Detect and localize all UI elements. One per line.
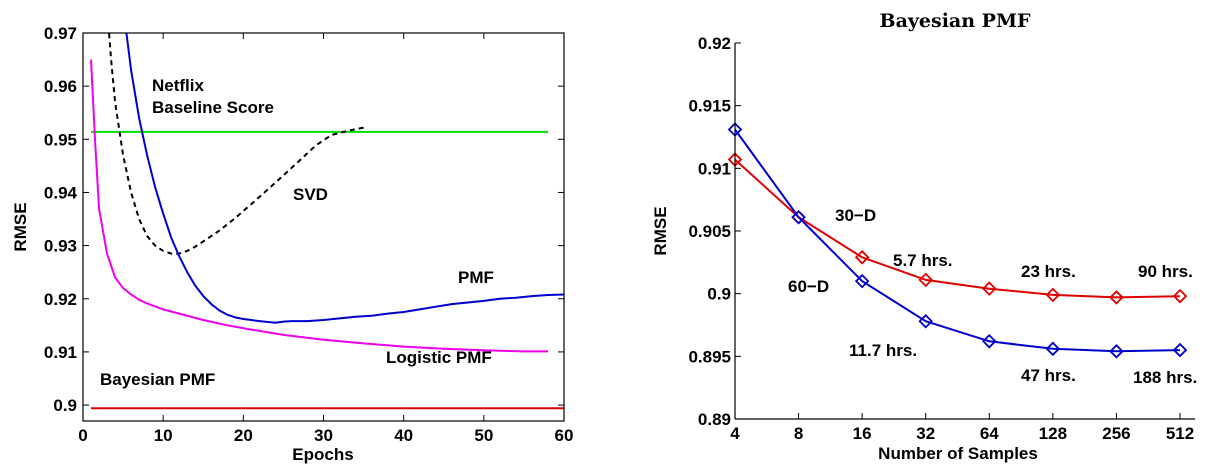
right-y-tick-label: 0.92 (698, 34, 731, 53)
right-x-axis-label: Number of Samples (878, 444, 1038, 463)
right-y-tick-label: 0.9 (707, 285, 731, 304)
left-y-axis-label: RMSE (11, 202, 30, 251)
label-30d: 30−D (835, 206, 876, 225)
right-chart: Bayesian PMF 4 8 16 32 64 128 256 512 0.89 0.895 0… (651, 10, 1197, 463)
right-x-tick-label: 8 (794, 424, 803, 443)
label-pmf: PMF (458, 268, 494, 287)
right-series-line-60-d (735, 130, 1180, 352)
right-x-tick-label: 512 (1166, 424, 1194, 443)
right-y-tick-label: 0.905 (688, 222, 731, 241)
right-x-tick-label: 128 (1039, 424, 1067, 443)
left-y-tick-label: 0.92 (44, 290, 77, 309)
left-y-tick-label: 0.96 (44, 77, 77, 96)
left-series-svd (107, 6, 364, 253)
left-x-tick-label: 0 (78, 426, 87, 445)
right-y-tick-label: 0.89 (698, 410, 731, 429)
right-y-tick-label: 0.895 (688, 347, 731, 366)
left-y-tick-label: 0.95 (44, 130, 77, 149)
left-y-tick-label: 0.93 (44, 237, 77, 256)
label-60d: 60−D (788, 277, 829, 296)
left-series-group (91, 6, 564, 408)
right-x-tick-label: 4 (730, 424, 740, 443)
left-x-tick-label: 10 (154, 426, 173, 445)
label-47-hrs: 47 hrs. (1021, 366, 1076, 385)
label-11-7-hrs: 11.7 hrs. (849, 341, 917, 360)
right-chart-title: Bayesian PMF (880, 10, 1031, 32)
left-x-tick-label: 50 (474, 426, 493, 445)
right-series-group (729, 123, 1186, 357)
right-x-tick-label: 16 (853, 424, 872, 443)
right-ticks: 4 8 16 32 64 128 256 512 0.89 0.895 0.9 0.905 0.91 0.… (688, 34, 1194, 443)
label-svd: SVD (293, 185, 328, 204)
left-y-tick-label: 0.91 (44, 343, 77, 362)
left-x-axis-label: Epochs (292, 445, 353, 464)
left-chart: 0 10 20 30 40 50 60 0.9 0.91 0.92 0.93 0.94 0.95 0.96… (11, 6, 573, 464)
label-90-hrs: 90 hrs. (1138, 262, 1193, 281)
right-y-tick-label: 0.91 (698, 159, 731, 178)
right-y-tick-label: 0.915 (688, 97, 731, 116)
right-y-axis-label: RMSE (651, 206, 670, 255)
left-x-tick-label: 60 (555, 426, 574, 445)
right-x-tick-label: 64 (980, 424, 999, 443)
label-5-7-hrs: 5.7 hrs. (893, 251, 953, 270)
label-188-hrs: 188 hrs. (1133, 368, 1197, 387)
left-x-tick-label: 30 (314, 426, 333, 445)
right-x-tick-label: 256 (1102, 424, 1130, 443)
left-x-tick-label: 40 (394, 426, 413, 445)
left-y-tick-label: 0.94 (44, 183, 78, 202)
label-23-hrs: 23 hrs. (1021, 262, 1076, 281)
label-baseline-score: Baseline Score (152, 98, 274, 117)
left-y-tick-label: 0.9 (53, 396, 77, 415)
left-x-tick-label: 20 (234, 426, 253, 445)
right-x-tick-label: 32 (916, 424, 935, 443)
left-y-tick-label: 0.97 (44, 24, 77, 43)
label-logistic-pmf: Logistic PMF (386, 348, 492, 367)
label-netflix: Netflix (152, 76, 205, 95)
left-series-pmf (123, 6, 564, 322)
label-bayesian-pmf: Bayesian PMF (100, 370, 215, 389)
